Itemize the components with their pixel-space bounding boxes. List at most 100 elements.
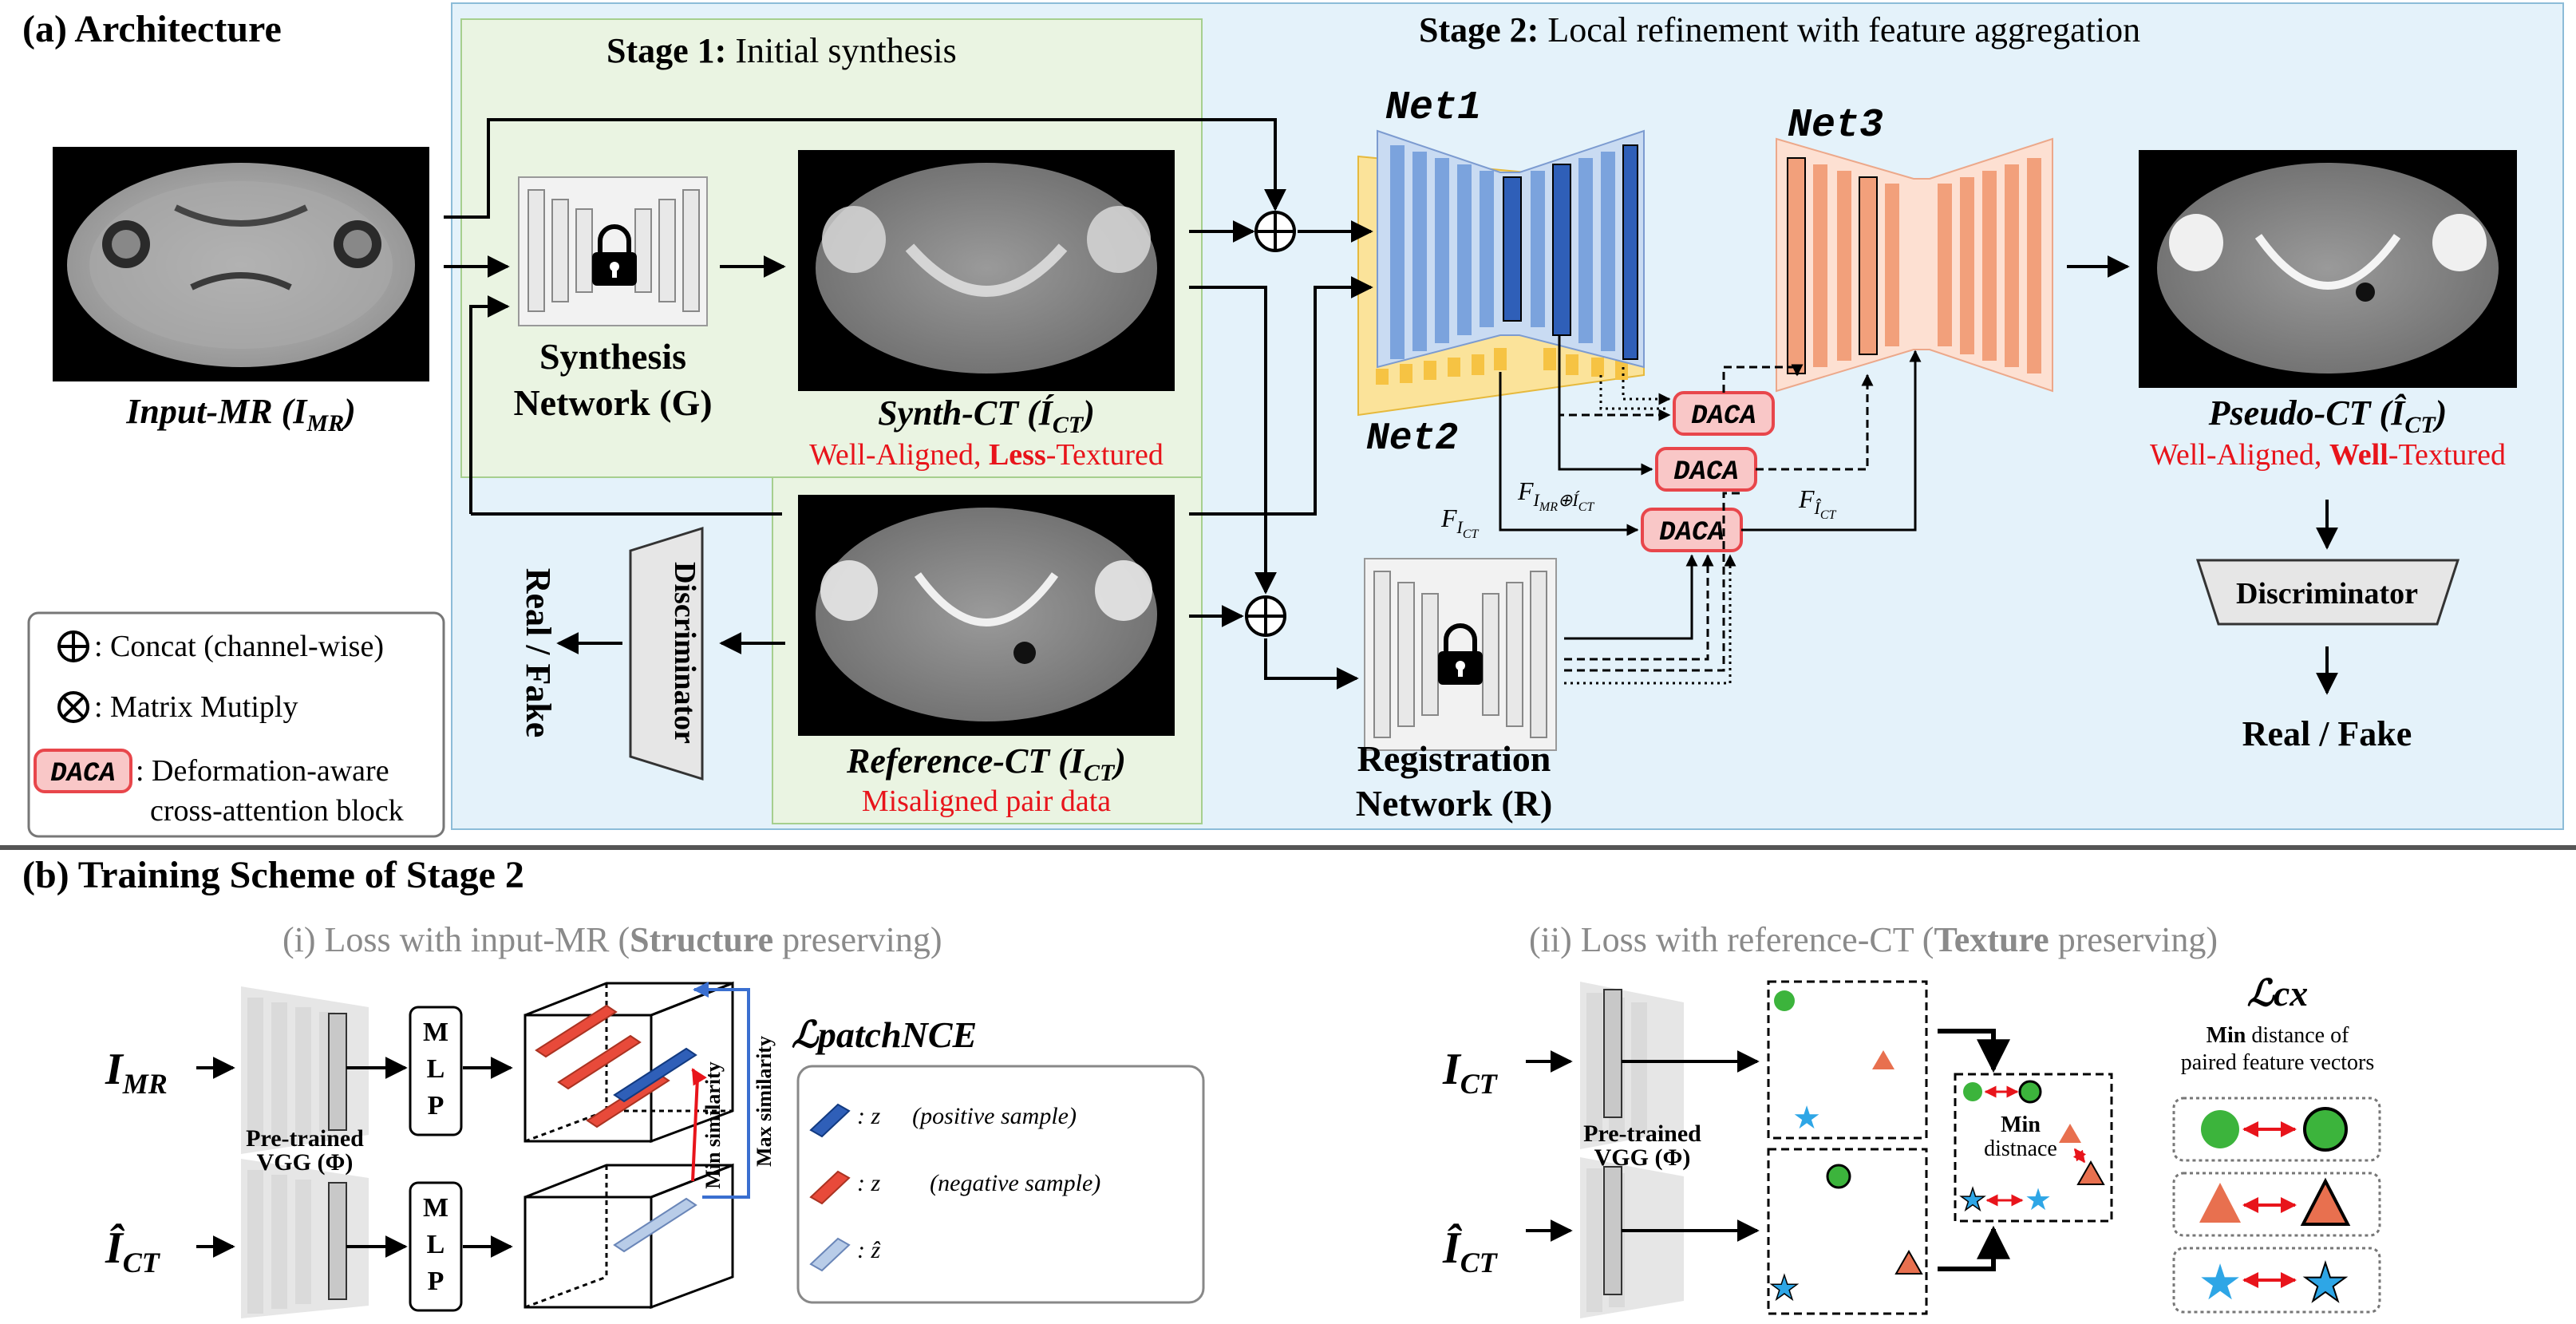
pseudo-ct-image <box>2139 150 2517 388</box>
svg-text:M: M <box>423 1193 448 1223</box>
feature-to-min-arrows <box>1938 1029 2010 1271</box>
cx-title: ℒcx <box>2247 973 2309 1014</box>
vgg-left-label-1: Pre-trained <box>246 1125 364 1152</box>
legend-query-bar <box>809 1237 851 1272</box>
synth-ct-label: Synth-CT (ÍCT) <box>878 393 1095 438</box>
min-distance-label-1: Min <box>2001 1113 2041 1137</box>
discriminator-vertical: Discriminator <box>629 526 704 781</box>
stage2-heading: Stage 2: Local refinement with feature a… <box>1419 10 2140 49</box>
real-fake-left: Real / Fake <box>519 568 558 738</box>
net3-label: Net3 <box>1788 103 1883 148</box>
discriminator-right: Discriminator <box>2195 559 2460 626</box>
registration-network-label-2: Network (R) <box>1356 783 1553 824</box>
svg-text:DACA: DACA <box>1673 457 1739 488</box>
vgg-right-label-2: VGG (Φ) <box>1594 1144 1691 1171</box>
synth-ct-image <box>798 150 1175 391</box>
cx-pair-circles <box>2172 1097 2381 1162</box>
section-a-title: (a) Architecture <box>22 8 282 50</box>
legend-query-text: : ẑ <box>857 1237 880 1263</box>
input-mr-image <box>53 147 429 381</box>
legend-negative-bar <box>809 1170 851 1205</box>
feature-label-ict: FICT <box>1440 504 1480 541</box>
cx-desc-2: paired feature vectors <box>2181 1050 2375 1075</box>
legend-concat: : Concat (channel-wise) <box>94 630 384 663</box>
label-i-hat-ct-right: ÎCT <box>1442 1223 1499 1279</box>
similarity-arrows <box>691 982 750 1199</box>
loss1-heading: (i) Loss with input-MR (Structure preser… <box>282 920 942 959</box>
legend: : Concat (channel-wise) : Matrix Mutiply… <box>27 611 445 838</box>
vgg-left-label-2: VGG (Φ) <box>257 1149 354 1176</box>
legend-multiply: : Matrix Mutiply <box>94 690 298 724</box>
label-i-hat-ct-left: ÎCT <box>105 1223 161 1279</box>
vgg-feature-arrows-right <box>1622 1050 1760 1242</box>
svg-text:DACA: DACA <box>1691 401 1756 432</box>
positive-sample-bar <box>613 1047 697 1103</box>
legend-daca-2: cross-attention block <box>150 794 404 828</box>
daca-wiring-dashed <box>1558 335 1874 672</box>
daca-legend-icon: DACA <box>34 749 132 793</box>
svg-text:★: ★ <box>1959 1184 1986 1217</box>
vgg-right-label-1: Pre-trained <box>1583 1120 1701 1147</box>
legend-negative-text: : z (negative sample) <box>857 1170 1100 1196</box>
min-distance-box: ★ ★ <box>1954 1073 2113 1223</box>
synthesis-network-label-2: Network (G) <box>513 382 712 423</box>
svg-text:★: ★ <box>1792 1100 1821 1136</box>
reference-ct-caption: Misaligned pair data <box>862 785 1111 818</box>
vgg-right-bottom <box>1580 1157 1684 1318</box>
cx-pair-triangles <box>2172 1172 2381 1237</box>
pseudo-ct-caption: Well-Aligned, Well-Textured <box>2150 438 2506 472</box>
reference-ct-image <box>798 495 1175 736</box>
mlp-bottom: M L P <box>409 1181 463 1312</box>
svg-text:★: ★ <box>2301 1255 2349 1313</box>
right-input-arrows <box>1526 1050 1573 1242</box>
svg-text:DACA: DACA <box>50 759 116 789</box>
query-sample-bar <box>613 1197 697 1253</box>
vgg-right-top <box>1580 982 1684 1149</box>
min-similarity-label: Min similarity <box>701 1061 725 1189</box>
svg-text:Discriminator: Discriminator <box>668 562 701 744</box>
lock-icon-registration <box>1438 623 1483 685</box>
reference-ct-label: Reference-CT (ICT) <box>846 741 1126 786</box>
svg-text:★: ★ <box>2198 1256 2242 1310</box>
patchnce-legend: : z (positive sample) : z (negative sample… <box>796 1065 1205 1304</box>
legend-daca-1: : Deformation-aware <box>136 754 389 788</box>
synth-ct-caption: Well-Aligned, Less-Textured <box>809 438 1164 472</box>
label-i-mr: IMR <box>105 1045 168 1100</box>
cx-pair-stars: ★ ★ <box>2172 1247 2381 1314</box>
daca-block-1: DACA <box>1673 391 1775 436</box>
svg-text:P: P <box>428 1267 444 1296</box>
vgg-mlp-arrows-left <box>346 1057 513 1258</box>
negative-sample-bars <box>535 1004 670 1128</box>
min-distance-label-2: distnace <box>1984 1136 2057 1161</box>
registration-network-label-1: Registration <box>1357 738 1551 779</box>
feature-label-concat: FIMR⊕ÍCT <box>1517 476 1594 514</box>
feature-map-top: ★ <box>1767 980 1928 1140</box>
legend-positive-text: : z (positive sample) <box>857 1103 1077 1129</box>
net2-label: Net2 <box>1366 417 1458 460</box>
net1-network <box>1377 129 1645 369</box>
svg-text:P: P <box>428 1091 444 1120</box>
svg-text:★: ★ <box>2025 1184 2052 1217</box>
real-fake-right: Real / Fake <box>2242 714 2412 753</box>
svg-text:Discriminator: Discriminator <box>2236 577 2418 611</box>
net1-label: Net1 <box>1385 85 1481 131</box>
feature-cube-bottom <box>523 1163 734 1310</box>
concat-legend-icon <box>57 630 89 662</box>
loss2-heading: (ii) Loss with reference-CT (Texture pre… <box>1529 920 2218 959</box>
section-b-title: (b) Training Scheme of Stage 2 <box>22 854 524 896</box>
feature-label-hat: FÎCT <box>1798 484 1837 522</box>
daca-block-2: DACA <box>1655 447 1757 492</box>
mlp-top: M L P <box>409 1006 463 1136</box>
concat-circle-top <box>1254 211 1296 252</box>
cx-desc-1: Min distance of <box>2207 1023 2350 1048</box>
flow-arrows <box>444 118 2338 695</box>
svg-text:L: L <box>427 1230 445 1259</box>
svg-text:★: ★ <box>1769 1271 1800 1307</box>
legend-positive-bar <box>809 1103 851 1138</box>
daca-block-3: DACA <box>1641 508 1743 552</box>
synthesis-network <box>518 176 708 326</box>
svg-text:DACA: DACA <box>1659 518 1725 548</box>
svg-text:M: M <box>423 1018 448 1047</box>
